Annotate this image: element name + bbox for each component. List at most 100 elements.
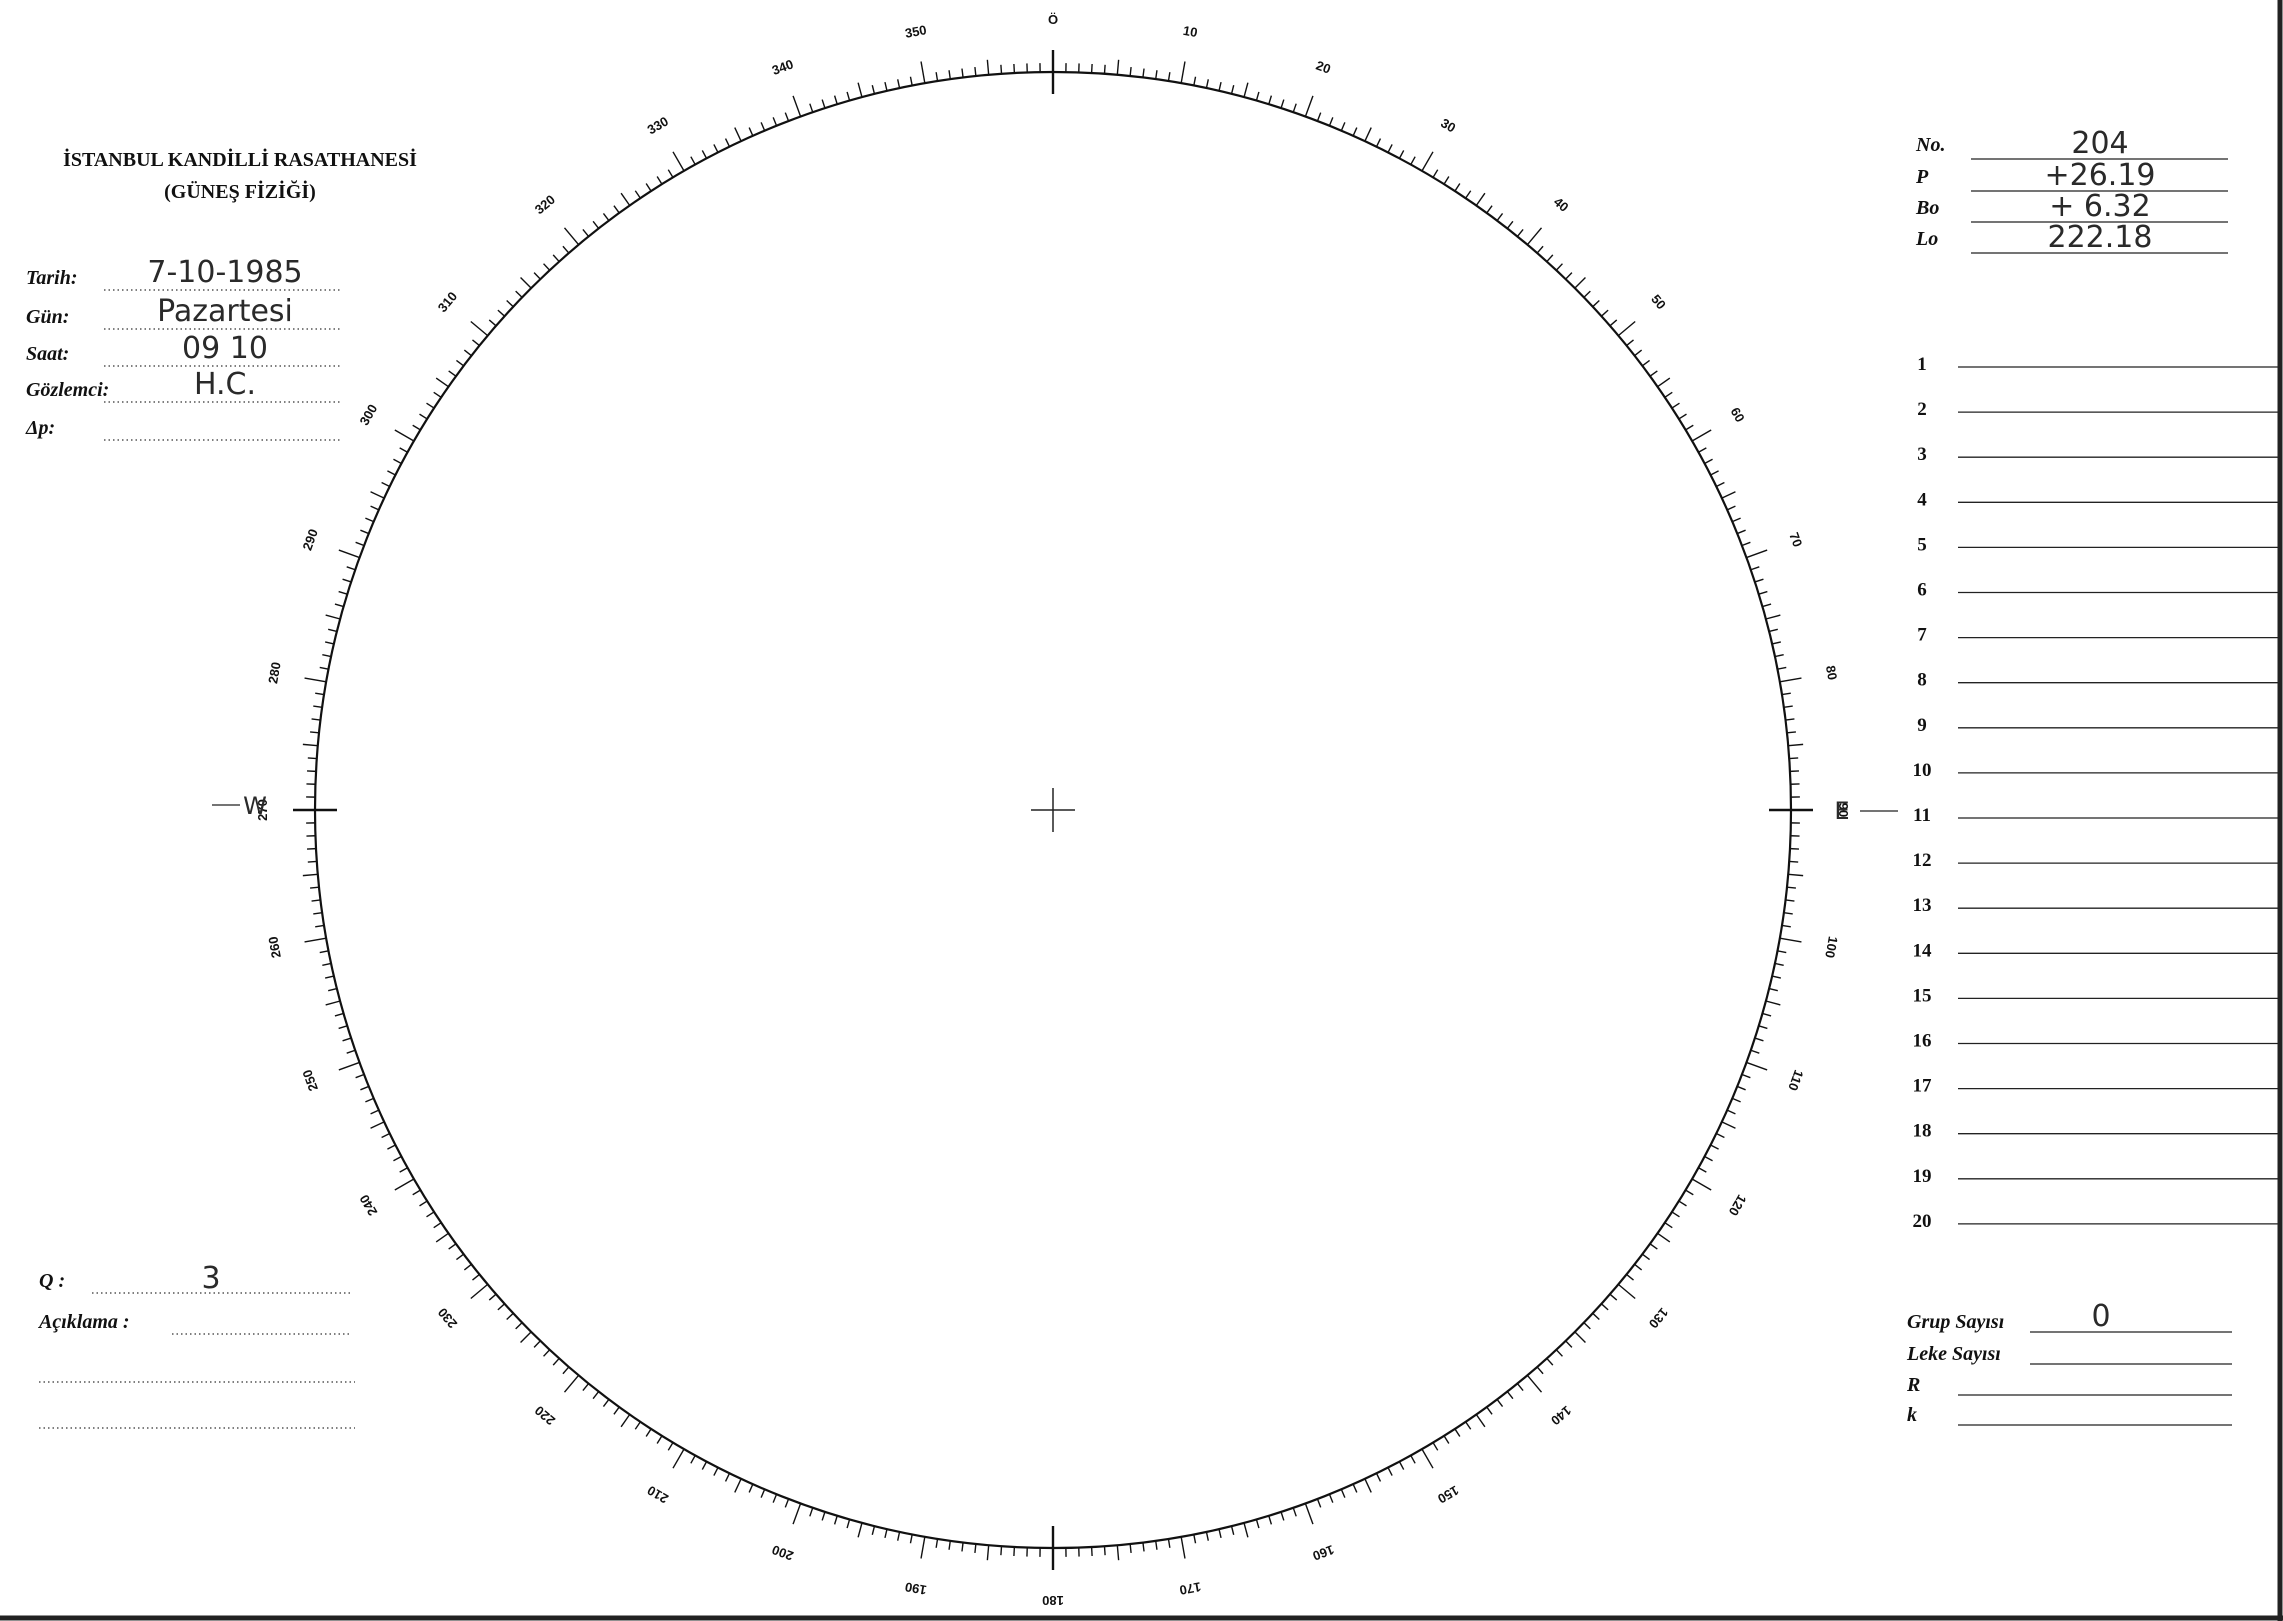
line-number: 12 — [1913, 850, 1932, 871]
parameter-value: 222.18 — [2048, 220, 2153, 255]
degree-tick — [1716, 481, 1725, 488]
degree-tick — [846, 91, 851, 101]
field-label: Δp: — [25, 417, 55, 439]
degree-tick — [365, 517, 374, 523]
degree-tick — [387, 1144, 396, 1150]
degree-tick — [1671, 1211, 1680, 1218]
degree-tick — [520, 277, 532, 289]
degree-tick — [355, 1073, 365, 1079]
degree-tick — [426, 1211, 435, 1218]
degree-tick — [602, 1398, 610, 1408]
parameter-label: No. — [1915, 134, 1945, 156]
degree-tick — [833, 1515, 838, 1525]
degree-tick — [920, 1536, 926, 1559]
degree-tick — [809, 1507, 814, 1517]
degree-tick — [1592, 1312, 1600, 1320]
degree-tick — [302, 743, 318, 747]
degree-tick — [1432, 1442, 1439, 1451]
degree-tick — [1387, 1467, 1393, 1476]
degree-tick — [1641, 359, 1651, 367]
degree-tick — [1465, 1421, 1472, 1430]
degree-tick — [792, 1503, 802, 1525]
degree-tick — [784, 1498, 790, 1508]
degree-tick — [1716, 1132, 1725, 1139]
compass-east: E — [1834, 797, 1849, 825]
degree-tick — [1486, 1406, 1493, 1415]
degree-label: 70 — [1786, 530, 1805, 549]
degree-tick — [634, 1421, 641, 1430]
degree-tick — [338, 1061, 360, 1071]
degree-tick — [1375, 1473, 1382, 1482]
compass-west: W — [243, 792, 267, 820]
degree-label: 200 — [770, 1542, 796, 1564]
degree-label: 350 — [904, 22, 928, 41]
line-number: 10 — [1913, 760, 1932, 781]
degree-tick — [582, 229, 590, 237]
degree-tick — [1732, 1097, 1741, 1103]
field-value: 09 10 — [182, 331, 268, 366]
degree-tick — [1649, 1243, 1658, 1250]
degree-tick — [533, 272, 541, 280]
degree-tick — [552, 1357, 560, 1366]
degree-tick — [1000, 1546, 1003, 1556]
degree-label: 260 — [265, 935, 284, 959]
degree-tick — [324, 641, 335, 645]
degree-tick — [1732, 517, 1741, 523]
degree-tick — [1779, 677, 1802, 683]
degree-tick — [370, 505, 380, 511]
line-number: 14 — [1913, 940, 1933, 961]
degree-tick — [1364, 127, 1372, 142]
degree-tick — [1609, 319, 1618, 327]
degree-tick — [360, 1085, 370, 1091]
degree-tick — [592, 1391, 600, 1400]
degree-tick — [1280, 99, 1285, 109]
line-number: 7 — [1917, 625, 1927, 646]
degree-tick — [387, 470, 396, 476]
degree-tick — [470, 1283, 489, 1300]
degree-tick — [986, 1545, 990, 1561]
degree-tick — [897, 79, 901, 89]
degree-tick — [724, 1473, 731, 1482]
degree-tick — [1398, 1461, 1405, 1470]
degree-tick — [1218, 1528, 1222, 1539]
degree-tick — [1475, 1414, 1486, 1428]
degree-tick — [1255, 91, 1260, 101]
degree-tick — [760, 1489, 766, 1498]
degree-tick — [724, 138, 731, 147]
degree-tick — [1617, 320, 1636, 337]
degree-label: 270 — [255, 799, 270, 821]
degree-tick — [613, 1406, 620, 1415]
degree-label: 10 — [1182, 23, 1199, 40]
degree-tick — [313, 912, 323, 915]
degree-tick — [552, 254, 560, 263]
degree-tick — [582, 1383, 590, 1391]
degree-tick — [1526, 227, 1543, 246]
degree-tick — [1721, 491, 1736, 499]
line-number: 1 — [1917, 354, 1927, 375]
degree-tick — [986, 59, 990, 75]
degree-tick — [1546, 254, 1554, 263]
line-number: 18 — [1913, 1121, 1932, 1142]
degree-tick — [821, 99, 826, 109]
degree-tick — [412, 1189, 421, 1196]
degree-tick — [1506, 220, 1514, 229]
degree-tick — [1316, 1498, 1322, 1508]
degree-tick — [748, 1483, 754, 1493]
degree-tick — [713, 1467, 719, 1476]
degree-tick — [1664, 391, 1673, 398]
degree-tick — [307, 860, 317, 863]
degree-label: 180 — [1042, 1593, 1064, 1608]
degree-tick — [463, 1263, 472, 1271]
line-number: 17 — [1913, 1076, 1933, 1097]
degree-tick — [325, 614, 341, 620]
degree-tick — [1243, 82, 1249, 98]
degree-tick — [1352, 127, 1358, 137]
count-label: R — [1906, 1374, 1920, 1396]
degree-tick — [1398, 150, 1405, 159]
degree-tick — [1781, 692, 1791, 696]
degree-tick — [1746, 549, 1768, 559]
degree-tick — [1465, 190, 1472, 199]
degree-tick — [346, 1049, 356, 1054]
